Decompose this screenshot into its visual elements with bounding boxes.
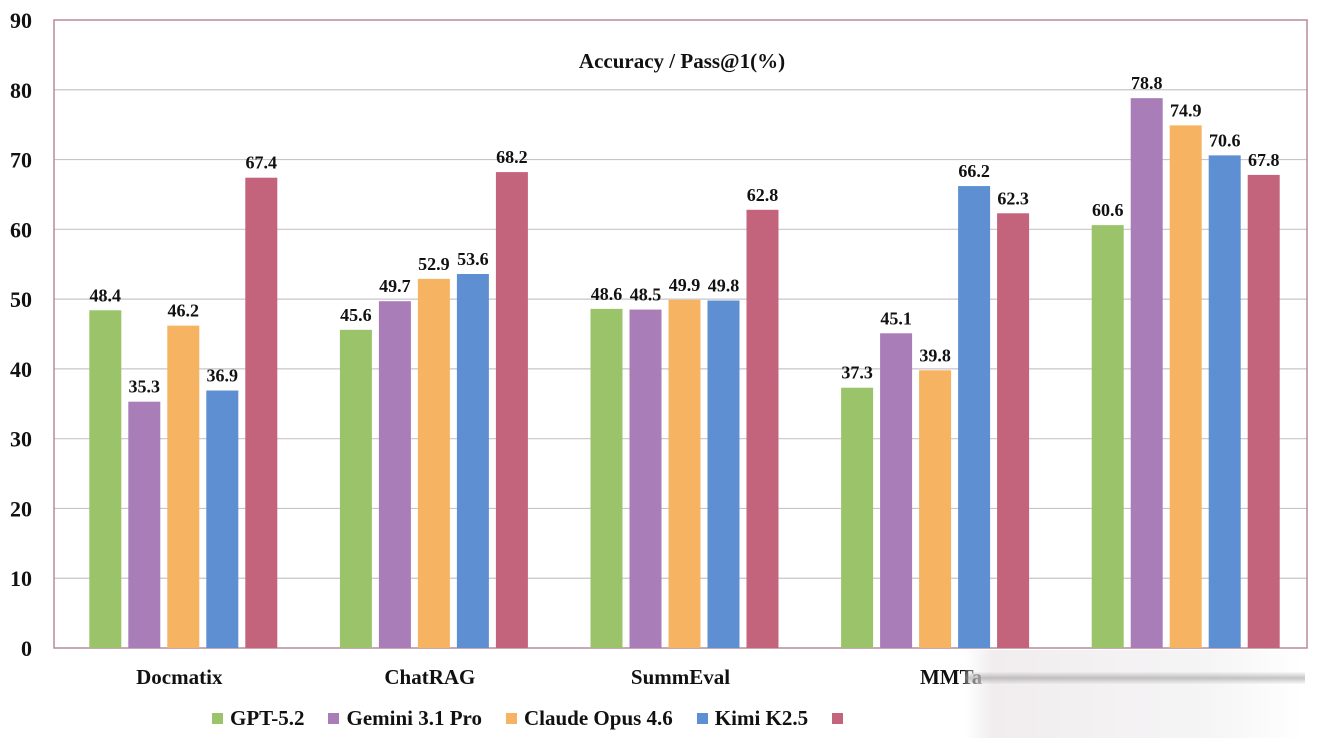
bar	[339, 329, 372, 648]
data-label: 68.2	[496, 147, 528, 167]
bar	[1130, 98, 1163, 648]
data-label: 39.8	[919, 345, 951, 365]
data-label: 35.3	[129, 377, 161, 397]
data-label: 36.9	[207, 366, 239, 386]
bar	[128, 401, 161, 648]
data-label: 62.8	[747, 185, 779, 205]
bar	[495, 172, 528, 649]
legend-item-unnamed	[832, 713, 850, 724]
legend-item-claude: Claude Opus 4.6	[506, 706, 673, 731]
y-tick-label: 70	[10, 148, 32, 173]
data-label: 49.9	[669, 275, 701, 295]
data-label: 78.8	[1131, 73, 1163, 93]
legend-swatch	[832, 713, 844, 724]
bar	[167, 325, 200, 648]
y-tick-label: 50	[10, 287, 32, 312]
y-tick-label: 0	[21, 636, 32, 661]
y-axis-ticks: 0 10 20 30 40 50 60 70 80 90	[10, 8, 32, 661]
bar	[629, 309, 662, 648]
bar	[245, 177, 278, 648]
bar	[417, 278, 450, 648]
y-tick-label: 30	[10, 427, 32, 452]
blurred-overlay-line	[965, 672, 1305, 684]
legend-label: Claude Opus 4.6	[524, 706, 673, 730]
legend-swatch	[506, 713, 517, 724]
bar	[707, 300, 740, 648]
legend-swatch	[212, 713, 223, 724]
bars	[89, 98, 1280, 649]
bar	[1169, 125, 1202, 648]
data-label: 53.6	[457, 249, 489, 269]
legend-item-kimi: Kimi K2.5	[696, 706, 809, 731]
x-category-label: ChatRAG	[384, 665, 475, 689]
data-label: 66.2	[958, 161, 990, 181]
bar	[746, 209, 779, 648]
y-tick-label: 10	[10, 566, 32, 591]
blurred-overlay	[965, 650, 1305, 738]
data-label: 37.3	[841, 363, 873, 383]
legend-item-gemini: Gemini 3.1 Pro	[328, 706, 482, 731]
data-label: 52.9	[418, 254, 450, 274]
y-tick-label: 90	[10, 8, 32, 33]
data-label: 48.6	[591, 284, 623, 304]
data-label: 48.4	[90, 285, 122, 305]
bar	[880, 333, 913, 648]
data-label: 74.9	[1170, 100, 1202, 120]
data-label: 67.4	[246, 153, 278, 173]
legend-item-gpt: GPT-5.2	[212, 706, 304, 731]
data-label: 60.6	[1092, 200, 1124, 220]
data-label: 70.6	[1209, 130, 1241, 150]
bar	[456, 273, 489, 648]
bar	[958, 186, 991, 648]
bar	[668, 299, 701, 648]
bar	[1247, 174, 1280, 648]
data-label: 48.5	[630, 285, 662, 305]
chart-title: Accuracy / Pass@1(%)	[579, 49, 785, 73]
data-label: 49.7	[379, 276, 411, 296]
bar	[919, 370, 952, 648]
y-tick-label: 60	[10, 217, 32, 242]
y-tick-label: 40	[10, 357, 32, 382]
data-label: 45.1	[880, 308, 912, 328]
bar	[841, 387, 874, 648]
data-label: 49.8	[708, 276, 740, 296]
x-category-label: Docmatix	[136, 665, 223, 689]
data-label: 45.6	[340, 305, 372, 325]
bar	[997, 213, 1030, 649]
bar	[1091, 225, 1124, 648]
data-label: 62.3	[997, 188, 1029, 208]
y-tick-label: 80	[10, 78, 32, 103]
bar	[1208, 155, 1241, 648]
legend-label: Gemini 3.1 Pro	[346, 706, 482, 730]
legend-label: Kimi K2.5	[714, 706, 809, 730]
y-tick-label: 20	[10, 496, 32, 521]
data-label: 67.8	[1248, 150, 1280, 170]
legend-swatch	[696, 713, 708, 724]
data-label: 46.2	[168, 301, 200, 321]
bar	[89, 310, 122, 648]
bar	[590, 308, 623, 648]
bar	[378, 301, 411, 648]
bar	[206, 390, 239, 648]
x-axis-categories: Docmatix ChatRAG SummEval MMTa	[136, 665, 983, 689]
legend-label: GPT-5.2	[230, 706, 305, 730]
legend: GPT-5.2 Gemini 3.1 Pro Claude Opus 4.6 K…	[212, 706, 874, 731]
x-category-label: SummEval	[631, 665, 730, 689]
legend-swatch	[328, 713, 340, 724]
data-labels: 48.4 35.3 46.2 36.9 67.4 45.6 49.7 52.9 53.6 68.2…	[90, 73, 1280, 397]
